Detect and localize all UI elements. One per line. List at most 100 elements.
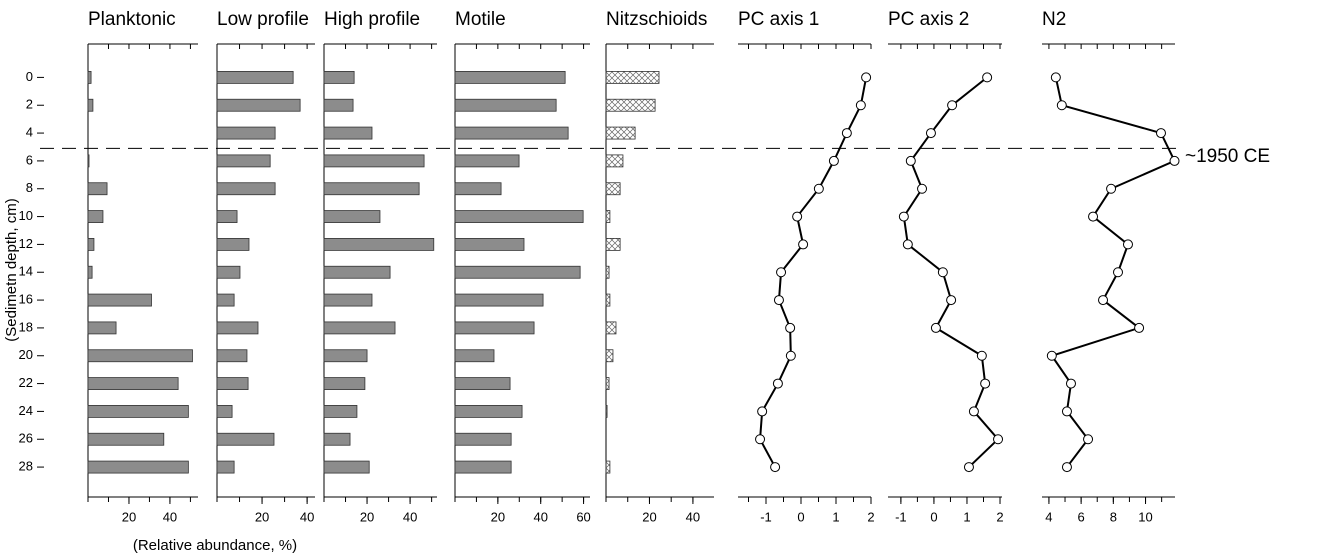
x-tick-label: 60 — [576, 509, 590, 524]
bar — [454, 432, 512, 446]
bar — [87, 293, 152, 307]
bar — [323, 405, 358, 418]
point — [937, 267, 948, 278]
point — [773, 295, 784, 306]
point — [792, 211, 803, 222]
bar — [216, 405, 233, 418]
bar — [323, 210, 381, 223]
bar — [216, 460, 235, 474]
y-tick-label: 4 — [26, 125, 33, 140]
point — [1106, 183, 1117, 194]
point — [776, 267, 787, 278]
bar — [323, 460, 370, 474]
y-axis-label: (Sedimetn depth, cm) — [3, 198, 20, 341]
x-tick-label: 40 — [533, 509, 547, 524]
bar — [605, 126, 636, 140]
bar — [323, 98, 354, 112]
point — [828, 155, 839, 166]
bar — [87, 98, 94, 112]
point — [1155, 128, 1166, 139]
bar — [323, 432, 351, 446]
point — [855, 100, 866, 111]
bar — [323, 293, 373, 307]
point — [770, 462, 781, 473]
point — [755, 434, 766, 445]
bar — [454, 238, 525, 251]
bar — [216, 432, 275, 446]
bar — [454, 460, 512, 474]
bar — [454, 265, 581, 279]
bar — [454, 71, 566, 84]
point — [1088, 211, 1099, 222]
point — [841, 128, 852, 139]
bar — [323, 238, 435, 251]
bar — [454, 321, 535, 335]
bar — [216, 293, 235, 307]
bar — [323, 71, 355, 84]
point — [898, 211, 909, 222]
point — [861, 72, 872, 83]
x-tick-label: 1 — [832, 509, 839, 524]
bar — [605, 154, 624, 168]
bar — [605, 265, 610, 279]
x-tick-label: 40 — [686, 509, 700, 524]
x-tick-label: 20 — [491, 509, 505, 524]
point — [993, 434, 1004, 445]
y-tick-label: 14 — [19, 264, 33, 279]
bar — [87, 210, 104, 223]
point — [785, 322, 796, 333]
bar — [216, 182, 276, 196]
bar — [323, 265, 391, 279]
x-tick-label: 20 — [642, 509, 656, 524]
panel-title: Planktonic — [88, 9, 176, 30]
point — [798, 239, 809, 250]
bar — [87, 349, 193, 363]
y-tick-label: 2 — [26, 97, 33, 112]
panel-title: PC axis 1 — [738, 9, 819, 30]
x-tick-label: -1 — [760, 509, 772, 524]
point — [946, 295, 957, 306]
x-tick-label: 2 — [867, 509, 874, 524]
bar — [454, 210, 584, 223]
point — [980, 378, 991, 389]
bar — [454, 405, 523, 418]
panel-title: High profile — [324, 9, 420, 30]
bar — [216, 154, 271, 168]
bar — [454, 349, 495, 363]
bar — [87, 71, 92, 84]
bar — [605, 405, 608, 418]
bar — [323, 377, 366, 390]
bar — [605, 98, 656, 112]
point — [1083, 434, 1094, 445]
bar — [216, 98, 301, 112]
point — [930, 322, 941, 333]
point — [902, 239, 913, 250]
point — [1098, 295, 1109, 306]
point — [968, 406, 979, 417]
x-tick-label: 0 — [930, 509, 937, 524]
y-tick-label: 28 — [19, 459, 33, 474]
point — [1113, 267, 1123, 278]
bar — [605, 182, 621, 196]
point — [772, 378, 783, 389]
bar — [454, 377, 511, 390]
bar — [87, 321, 117, 335]
x-tick-label: -1 — [895, 509, 907, 524]
line — [902, 76, 1000, 468]
x-tick-label: 0 — [797, 509, 804, 524]
point — [1056, 100, 1067, 111]
bar — [454, 154, 520, 168]
point — [1050, 72, 1061, 83]
y-tick-label: 24 — [19, 403, 33, 418]
point — [1061, 462, 1072, 473]
panel-title: Low profile — [217, 9, 309, 30]
bar — [87, 460, 189, 474]
bar — [216, 265, 241, 279]
bar — [216, 71, 294, 84]
bar — [605, 349, 614, 363]
panel-title: PC axis 2 — [888, 9, 969, 30]
y-tick-label: 6 — [26, 152, 33, 167]
x-tick-label: 4 — [1045, 509, 1052, 524]
point — [1046, 350, 1057, 361]
bar — [216, 377, 249, 390]
